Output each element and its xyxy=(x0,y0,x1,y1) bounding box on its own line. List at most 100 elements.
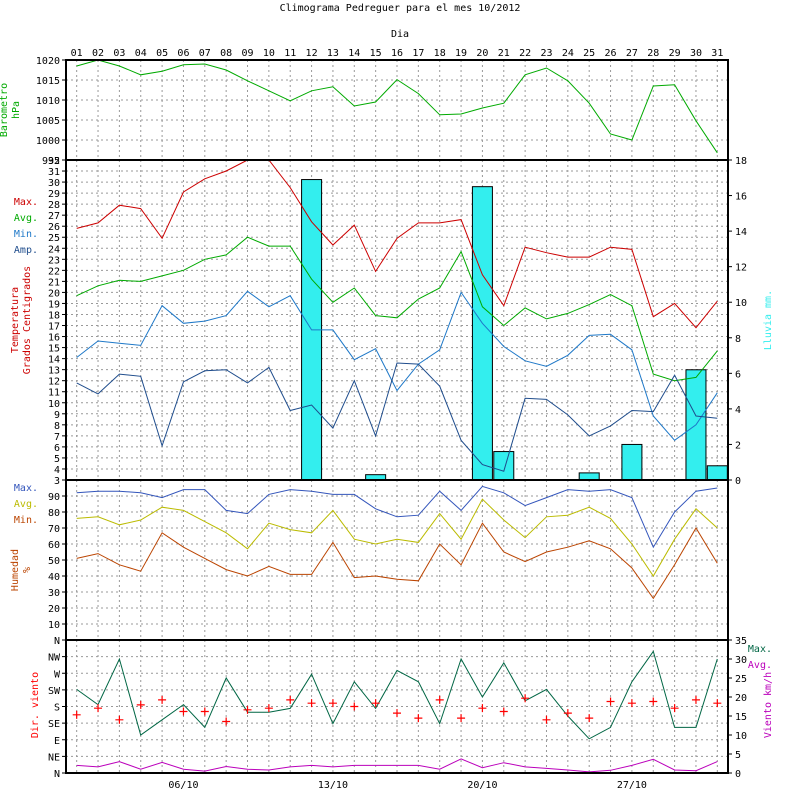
temperature-ytick-label: 16 xyxy=(48,333,60,344)
day-label: 01 xyxy=(71,48,83,59)
wind-direction-marker xyxy=(713,699,722,708)
day-label: 26 xyxy=(605,48,617,59)
rain-y2tick-label: 18 xyxy=(735,156,747,167)
wind-line-wind_max xyxy=(76,650,718,740)
wind-ytick-label: S xyxy=(54,703,60,714)
humidity-ytick-label: 80 xyxy=(48,508,60,519)
humidity-ytick-label: 40 xyxy=(48,572,60,583)
wind-speed-y2tick-label: 15 xyxy=(735,712,747,723)
day-label: 12 xyxy=(306,48,318,59)
wind-direction-marker xyxy=(585,714,594,723)
temperature-ytick-label: 22 xyxy=(48,266,60,277)
day-label: 03 xyxy=(113,48,125,59)
temperature-ytick-label: 8 xyxy=(54,421,60,432)
wind-direction-marker xyxy=(414,714,423,723)
wind-direction-marker xyxy=(542,715,551,724)
temperature-ytick-label: 12 xyxy=(48,377,60,388)
temperature-ytick-label: 28 xyxy=(48,200,60,211)
rain-bar xyxy=(493,451,515,481)
humidity-axis-label: % xyxy=(22,567,33,573)
day-label: 13 xyxy=(327,48,339,59)
wind-speed-y2tick-label: 20 xyxy=(735,693,747,704)
wind-speed-y2tick-label: 30 xyxy=(735,655,747,666)
day-label: 21 xyxy=(498,48,510,59)
humidity-ytick-label: 90 xyxy=(48,492,60,503)
day-label: 19 xyxy=(455,48,467,59)
humidity-ytick-label: 60 xyxy=(48,540,60,551)
day-label: 17 xyxy=(412,48,424,59)
rain-y2tick-label: 4 xyxy=(735,405,741,416)
panel-frames-layer xyxy=(62,59,732,774)
humidity-ytick-label: 30 xyxy=(48,588,60,599)
barometer-line xyxy=(76,59,718,154)
wind-direction-marker xyxy=(179,707,188,716)
wind-direction-marker xyxy=(307,699,316,708)
humidity-ytick-label: N xyxy=(54,636,60,647)
day-label: 30 xyxy=(690,48,702,59)
rain-y2tick-label: 6 xyxy=(735,369,741,380)
wind-direction-marker xyxy=(136,700,145,709)
rain-y2tick-label: 2 xyxy=(735,440,741,451)
temperature-ytick-label: 14 xyxy=(48,355,60,366)
wind-direction-marker xyxy=(350,702,359,711)
temperature-ytick-label: 11 xyxy=(48,388,60,399)
wind-legend-wind_max: Max. xyxy=(748,644,772,655)
day-label: 23 xyxy=(540,48,552,59)
day-label: 04 xyxy=(135,48,147,59)
wind-line-wind_avg xyxy=(76,758,718,773)
barometer-ytick-label: 1020 xyxy=(36,56,60,67)
temperature-axis-label: Grados Centigrados xyxy=(22,266,33,374)
day-label: 29 xyxy=(669,48,681,59)
wind-ytick-label: N xyxy=(54,769,60,780)
temperature-ytick-label: 15 xyxy=(48,344,60,355)
day-label: 22 xyxy=(519,48,531,59)
x-axis-title: Dia xyxy=(391,29,409,40)
day-label: 28 xyxy=(647,48,659,59)
wind-direction-marker xyxy=(521,694,530,703)
temperature-ytick-label: 29 xyxy=(48,189,60,200)
humidity-axis-label: Humedad xyxy=(10,549,21,591)
temperature-ytick-label: 30 xyxy=(48,178,60,189)
day-label: 24 xyxy=(562,48,574,59)
temperature-ytick-label: 26 xyxy=(48,222,60,233)
wind-direction-marker xyxy=(435,695,444,704)
rain-y2tick-label: 16 xyxy=(735,192,747,203)
week-label: 06/10 xyxy=(168,780,198,791)
wind-direction-marker xyxy=(328,699,337,708)
temperature-line-avg xyxy=(76,236,718,382)
rain-bar xyxy=(578,472,600,481)
temperature-ytick-label: 20 xyxy=(48,288,60,299)
humidity-ytick-label: 50 xyxy=(48,556,60,567)
wind-direction-marker xyxy=(94,704,103,713)
temperature-ytick-label: 9 xyxy=(54,410,60,421)
barometer-ytick-label: 995 xyxy=(42,156,60,167)
temperature-ytick-label: 5 xyxy=(54,454,60,465)
day-label: 14 xyxy=(348,48,360,59)
barometer-ytick-label: 1015 xyxy=(36,76,60,87)
day-label: 20 xyxy=(476,48,488,59)
humidity-line-hum_min xyxy=(76,522,718,600)
wind-speed-axis-label: Viento km/h xyxy=(763,672,774,738)
labels-layer: 01 02 03 04 05 06 07 08 09 10 11 12 13 14 15 16 17 18 19 20… xyxy=(0,48,774,791)
humidity-ytick-label: 70 xyxy=(48,524,60,535)
humidity-ytick-label: 20 xyxy=(48,604,60,615)
wind-direction-marker xyxy=(222,717,231,726)
temperature-ytick-label: 19 xyxy=(48,299,60,310)
temperature-ytick-label: 32 xyxy=(48,156,60,167)
temperature-line-min xyxy=(76,290,718,441)
temperature-ytick-label: 23 xyxy=(48,255,60,266)
rain-bar xyxy=(471,186,493,481)
temperature-ytick-label: 25 xyxy=(48,233,60,244)
wind-direction-marker xyxy=(393,709,401,718)
temperature-ytick-label: 3 xyxy=(54,476,60,487)
wind-direction-marker xyxy=(691,695,700,704)
day-label: 06 xyxy=(177,48,189,59)
humidity-legend-hum_avg: Avg. xyxy=(14,499,38,510)
humidity-legend-hum_min: Min. xyxy=(14,515,38,526)
wind-direction-marker xyxy=(670,704,679,713)
wind-direction-marker xyxy=(72,710,81,719)
wind-speed-y2tick-label: 5 xyxy=(735,750,741,761)
temperature-legend-avg: Avg. xyxy=(14,213,38,224)
wind-direction-marker xyxy=(115,715,124,724)
rain-axis-label: Lluvia mm. xyxy=(763,290,774,350)
